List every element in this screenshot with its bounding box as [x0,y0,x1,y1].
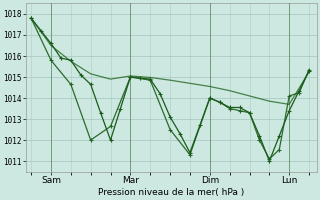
X-axis label: Pression niveau de la mer( hPa ): Pression niveau de la mer( hPa ) [98,188,244,197]
